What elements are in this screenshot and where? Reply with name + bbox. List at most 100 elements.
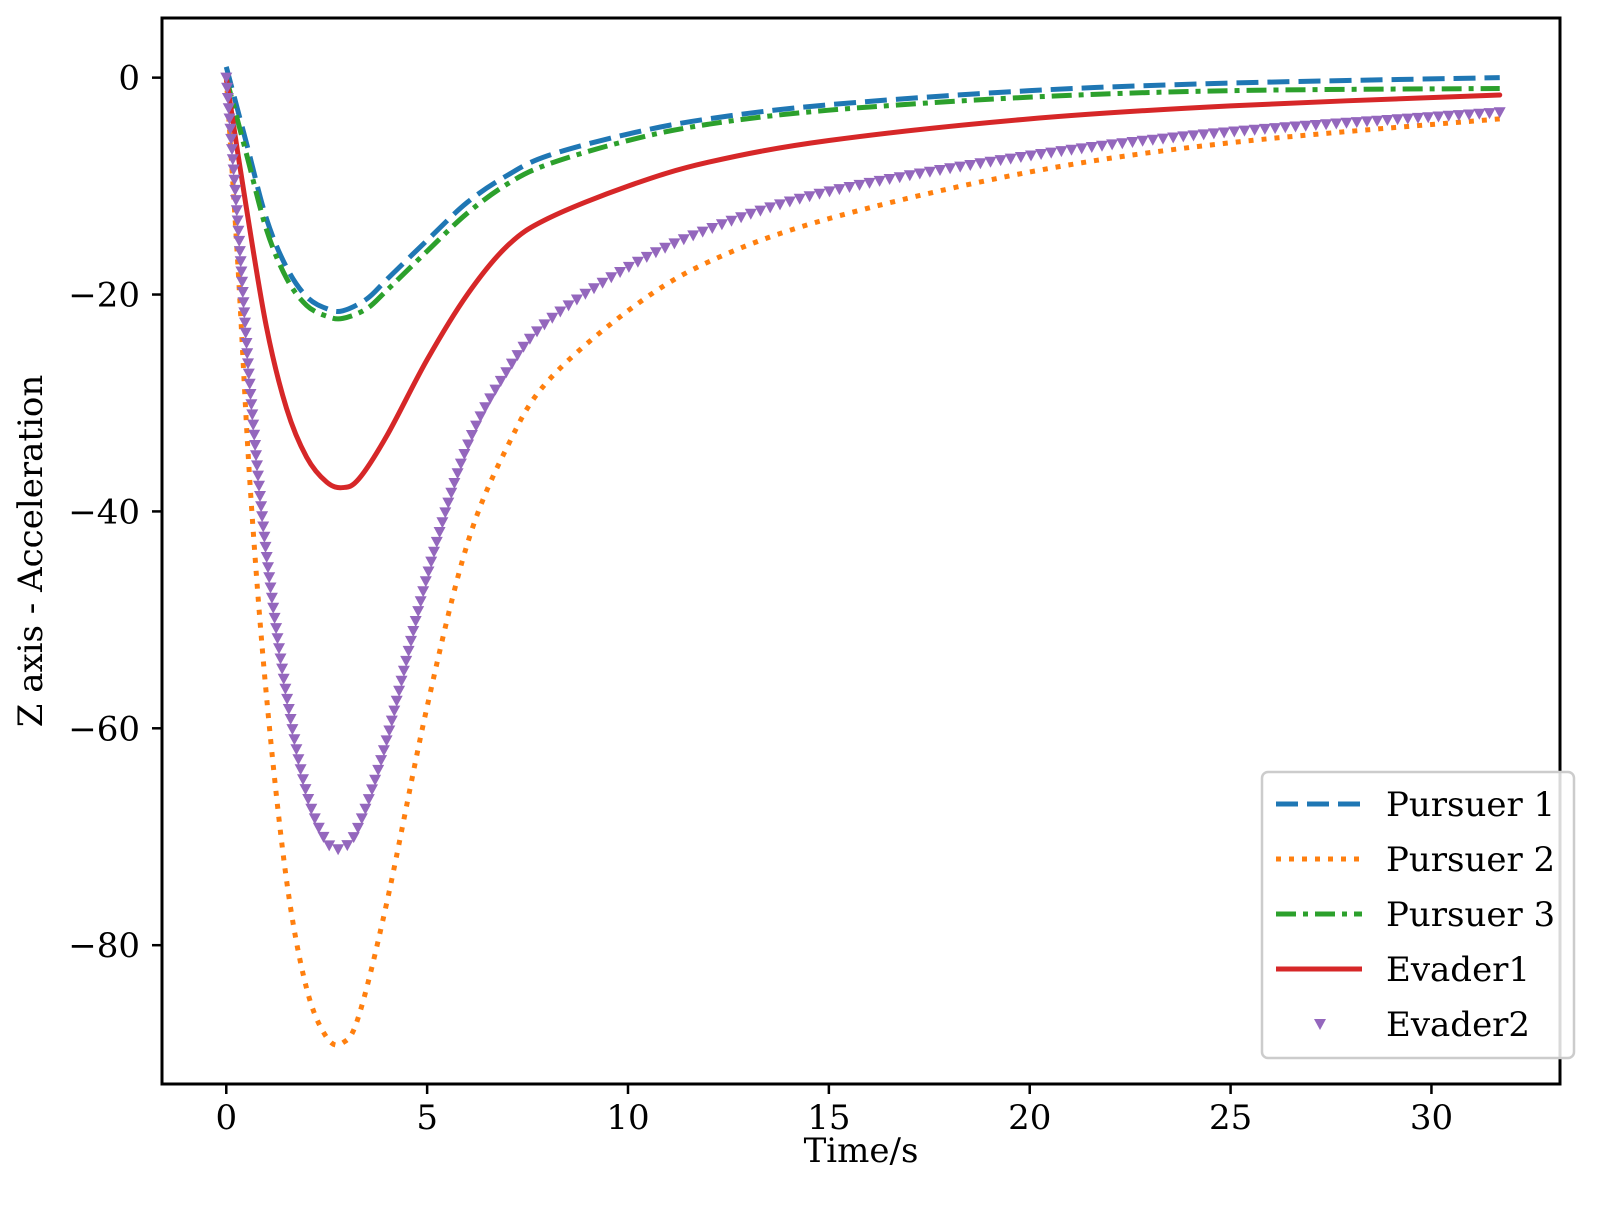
series-line-evader1 [223, 75, 1503, 491]
evader2-marker [221, 93, 234, 104]
evader2-marker [1218, 127, 1231, 139]
evader2-marker [1442, 110, 1455, 122]
evader2-marker [362, 794, 375, 806]
evader2-marker [383, 725, 396, 737]
evader2-marker [240, 338, 253, 349]
evader2-marker [546, 312, 559, 324]
evader2-marker [226, 154, 239, 166]
evader2-marker [249, 440, 262, 451]
evader2-marker [934, 165, 946, 176]
evader2-marker [281, 693, 294, 705]
evader2-marker [1330, 118, 1343, 130]
evader2-marker [1096, 140, 1108, 152]
evader2-marker [247, 419, 260, 431]
evader2-marker [385, 715, 398, 727]
evader2-marker [1493, 107, 1506, 119]
evader2-marker [268, 612, 281, 624]
evader2-marker [605, 272, 618, 284]
evader2-marker [282, 704, 295, 715]
evader2-marker [893, 172, 906, 184]
evader2-marker [1258, 123, 1271, 135]
series-line-pursuer-2 [223, 77, 1500, 1048]
evader2-marker [355, 813, 368, 825]
legend-label: Evader2 [1386, 1005, 1530, 1045]
evader2-marker [538, 319, 551, 331]
evader2-marker [793, 193, 806, 205]
evader2-marker [631, 256, 644, 268]
evader2-marker [430, 536, 443, 548]
legend-label: Pursuer 3 [1386, 895, 1555, 935]
legend-label: Pursuer 1 [1386, 785, 1555, 825]
evader2-marker [254, 491, 266, 502]
evader2-marker [390, 695, 403, 707]
evader2-marker [764, 202, 777, 214]
evader2-marker [265, 592, 278, 604]
evader2-marker [407, 626, 420, 637]
evader2-marker [1279, 122, 1292, 134]
evader2-marker [436, 517, 449, 529]
evader2-marker [873, 175, 886, 187]
y-tick-label: −60 [68, 709, 140, 749]
evader2-marker [257, 521, 270, 533]
evader2-marker [531, 326, 543, 338]
evader2-marker [224, 123, 237, 135]
evader2-marker [843, 182, 856, 193]
evader2-marker [395, 675, 408, 687]
evader2-marker [400, 655, 413, 667]
evader2-marker [725, 215, 738, 227]
evader2-marker [417, 586, 430, 598]
evader2-marker [246, 409, 259, 421]
evader2-marker [312, 822, 325, 834]
x-tick-label: 15 [807, 1098, 850, 1138]
evader2-marker [863, 177, 876, 189]
evader2-marker [236, 287, 249, 298]
evader2-marker [235, 266, 248, 278]
evader2-marker [554, 306, 567, 318]
series-line-pursuer-3 [223, 77, 1500, 322]
evader2-marker [1197, 129, 1210, 141]
evader2-marker [223, 113, 236, 125]
evader2-marker [640, 251, 653, 263]
evader2-marker [1126, 137, 1139, 148]
y-axis-label: Z axis - Acceleration [11, 375, 51, 727]
evader2-marker [412, 606, 425, 618]
evader2-marker [273, 643, 285, 655]
axes: 0 5 10 15 20 25 30 0 −20 −40 −60 −80 [68, 16, 1562, 1138]
evader2-marker [377, 745, 390, 757]
evader2-marker [1371, 115, 1384, 127]
evader2-marker [853, 179, 866, 191]
evader2-marker [1391, 114, 1404, 126]
evader2-marker [229, 184, 242, 196]
evader2-marker [458, 449, 471, 460]
evader2-marker [1381, 115, 1394, 126]
evader2-marker [445, 487, 458, 499]
evader2-marker [1299, 120, 1312, 132]
evader2-marker [323, 840, 336, 852]
evader2-marker [228, 174, 241, 186]
evader2-marker [659, 242, 672, 254]
evader2-marker [234, 256, 247, 268]
evader2-marker [803, 191, 816, 203]
legend-label: Pursuer 2 [1386, 840, 1555, 880]
evader2-marker [232, 225, 245, 237]
legend-item-pursuer-3: Pursuer 3 [1276, 895, 1555, 935]
plot-area [220, 66, 1506, 1048]
evader2-marker [1136, 135, 1149, 147]
evader2-marker [419, 576, 432, 588]
evader2-marker [1473, 108, 1486, 120]
evader2-marker [422, 566, 435, 578]
evader2-marker [1320, 119, 1333, 131]
evader2-marker [270, 623, 283, 635]
evader2-marker [984, 156, 997, 168]
evader2-marker [774, 199, 786, 211]
legend: Pursuer 1 Pursuer 2 Pursuer 3 Evader1 Evader… [1260, 770, 1576, 1060]
evader2-marker [225, 133, 238, 145]
evader2-marker [470, 420, 483, 432]
evader2-marker [715, 219, 728, 231]
evader2-marker [1116, 138, 1129, 150]
evader2-marker [252, 470, 264, 482]
y-tick-label: −40 [68, 492, 140, 532]
evader2-marker [523, 333, 536, 345]
evader2-marker [220, 72, 233, 84]
